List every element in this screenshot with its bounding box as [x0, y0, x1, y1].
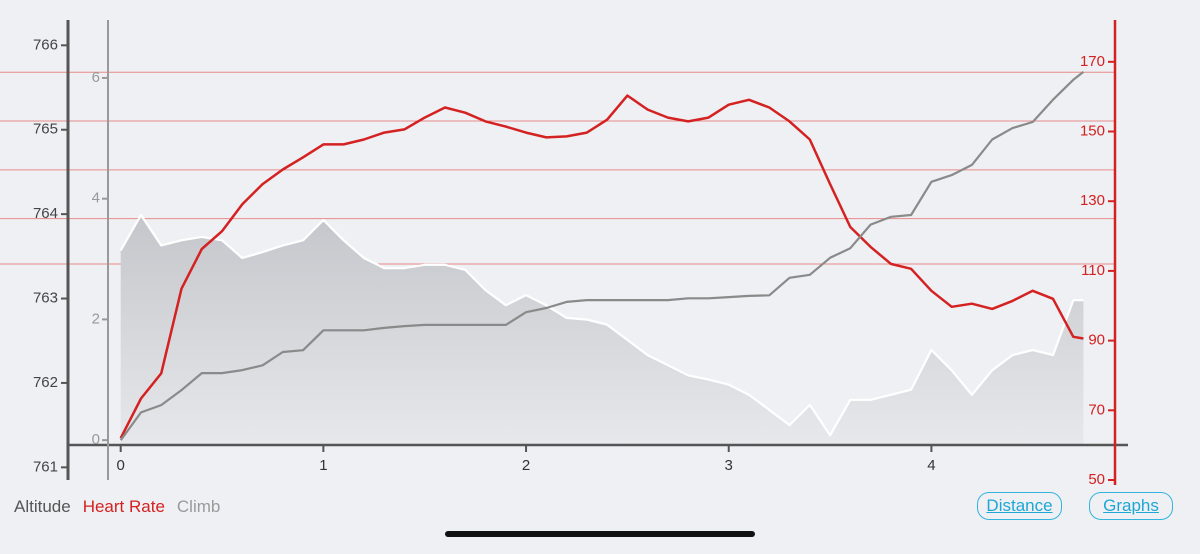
series-line: [119, 94, 1084, 439]
series-line: [119, 71, 1085, 441]
home-indicator: [445, 531, 755, 537]
graphs-button[interactable]: Graphs: [1089, 492, 1173, 520]
distance-button[interactable]: Distance: [977, 492, 1062, 520]
x-tick-label: 1: [319, 457, 327, 474]
chart: 0 1 2 3 4 761 762 763 764 765 766 0 2 4 6 50 70 90 110 130 1…: [0, 20, 1128, 488]
heart-rate-tick-label: 130: [1080, 192, 1105, 209]
x-tick-label: 4: [927, 457, 935, 474]
heart-rate-tick-label: 70: [1088, 401, 1105, 418]
heart-rate-tick-label: 90: [1088, 332, 1105, 349]
climb-tick-label: 4: [92, 190, 100, 207]
x-tick-label: 0: [117, 457, 125, 474]
series-line: [119, 213, 1084, 437]
climb-tick-label: 6: [92, 69, 100, 86]
heart-rate-tick-label: 150: [1080, 122, 1105, 139]
climb-tick-label: 0: [92, 431, 100, 448]
heart-rate-tick-label: 110: [1081, 262, 1105, 279]
altitude-tick-label: 764: [33, 205, 58, 222]
x-tick-label: 2: [522, 457, 530, 474]
altitude-tick-label: 762: [33, 374, 58, 391]
altitude-area: [120, 215, 1084, 445]
altitude-tick-label: 766: [33, 36, 58, 53]
legend: Altitude Heart Rate Climb: [14, 497, 220, 517]
climb-tick-label: 2: [92, 310, 100, 327]
altitude-tick-label: 761: [33, 458, 58, 475]
legend-entry: Climb: [176, 497, 221, 516]
heart-rate-tick-label: 50: [1088, 471, 1105, 488]
heart-rate-tick-label: 170: [1080, 53, 1105, 70]
legend-entry: Altitude: [14, 497, 71, 516]
altitude-tick-label: 765: [33, 121, 58, 138]
legend-entry: Heart Rate: [82, 497, 165, 516]
altitude-tick-label: 763: [33, 290, 58, 307]
x-tick-label: 3: [725, 457, 733, 474]
